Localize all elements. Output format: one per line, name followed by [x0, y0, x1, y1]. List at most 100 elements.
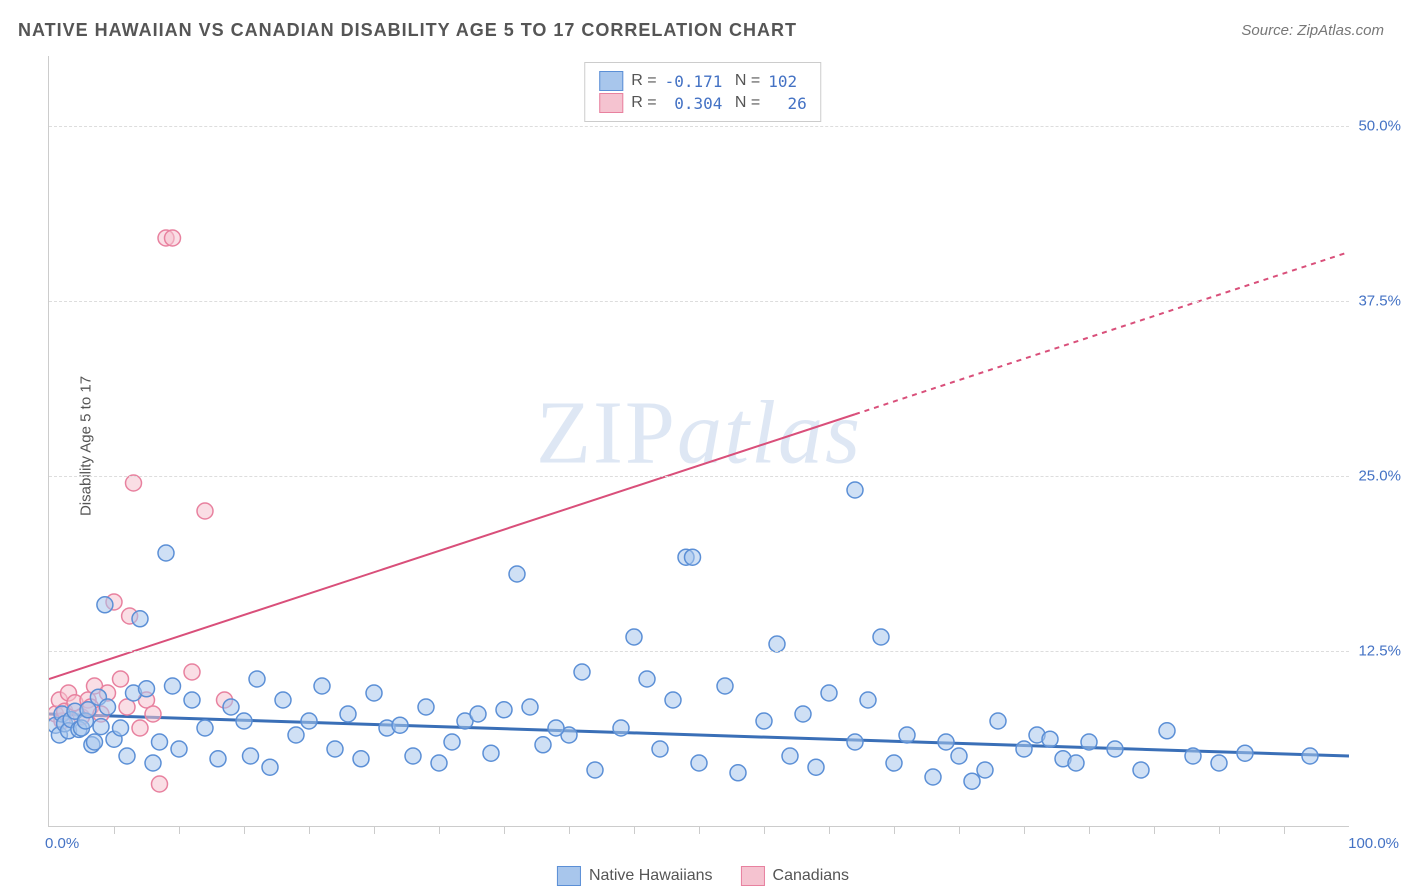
scatter-point: [113, 671, 129, 687]
scatter-point: [366, 685, 382, 701]
x-tick: [634, 826, 635, 834]
scatter-point: [301, 713, 317, 729]
x-tick: [1219, 826, 1220, 834]
scatter-point: [327, 741, 343, 757]
scatter-point: [126, 475, 142, 491]
y-tick-label: 37.5%: [1358, 293, 1401, 310]
x-tick: [829, 826, 830, 834]
scatter-point: [795, 706, 811, 722]
scatter-point: [639, 671, 655, 687]
legend-item-2: Canadians: [741, 866, 850, 886]
scatter-point: [353, 751, 369, 767]
scatter-point: [139, 681, 155, 697]
scatter-point: [1081, 734, 1097, 750]
x-tick: [374, 826, 375, 834]
x-axis-end-label: 100.0%: [1348, 835, 1399, 852]
scatter-point: [691, 755, 707, 771]
x-tick: [114, 826, 115, 834]
stats-legend: R = -0.171 N = 102 R = 0.304 N = 26: [584, 62, 821, 122]
plot-svg: [49, 56, 1349, 826]
x-tick: [504, 826, 505, 834]
scatter-point: [158, 545, 174, 561]
regression-line-dashed: [855, 252, 1349, 414]
scatter-point: [132, 720, 148, 736]
scatter-point: [165, 230, 181, 246]
n-value-2: 26: [768, 94, 807, 113]
x-tick: [1284, 826, 1285, 834]
scatter-point: [496, 702, 512, 718]
x-tick: [179, 826, 180, 834]
scatter-point: [405, 748, 421, 764]
legend-item-1: Native Hawaiians: [557, 866, 713, 886]
scatter-point: [444, 734, 460, 750]
x-axis-start-label: 0.0%: [45, 835, 79, 852]
scatter-point: [847, 482, 863, 498]
scatter-point: [730, 765, 746, 781]
scatter-point: [483, 745, 499, 761]
scatter-point: [509, 566, 525, 582]
scatter-point: [964, 773, 980, 789]
scatter-point: [197, 720, 213, 736]
scatter-point: [821, 685, 837, 701]
x-tick: [439, 826, 440, 834]
series-legend: Native Hawaiians Canadians: [557, 866, 849, 886]
scatter-point: [223, 699, 239, 715]
stats-row-2: R = 0.304 N = 26: [599, 93, 806, 113]
x-tick: [569, 826, 570, 834]
scatter-point: [652, 741, 668, 757]
scatter-point: [717, 678, 733, 694]
scatter-point: [145, 755, 161, 771]
scatter-point: [782, 748, 798, 764]
scatter-point: [990, 713, 1006, 729]
scatter-point: [100, 699, 116, 715]
r-label-1: R =: [631, 72, 656, 90]
scatter-point: [275, 692, 291, 708]
chart-title: NATIVE HAWAIIAN VS CANADIAN DISABILITY A…: [18, 20, 797, 41]
x-tick: [764, 826, 765, 834]
x-tick: [1089, 826, 1090, 834]
x-tick: [1154, 826, 1155, 834]
scatter-point: [977, 762, 993, 778]
scatter-point: [522, 699, 538, 715]
scatter-point: [184, 664, 200, 680]
gridline: [49, 301, 1349, 302]
x-tick: [1024, 826, 1025, 834]
legend-label-2: Canadians: [773, 867, 850, 885]
stats-swatch-2: [599, 93, 623, 113]
x-tick: [309, 826, 310, 834]
scatter-point: [314, 678, 330, 694]
scatter-point: [165, 678, 181, 694]
scatter-point: [951, 748, 967, 764]
scatter-point: [769, 636, 785, 652]
r-value-2: 0.304: [665, 94, 723, 113]
scatter-point: [197, 503, 213, 519]
scatter-point: [1042, 731, 1058, 747]
scatter-point: [418, 699, 434, 715]
scatter-point: [93, 719, 109, 735]
source-link[interactable]: ZipAtlas.com: [1297, 22, 1384, 39]
y-tick-label: 50.0%: [1358, 118, 1401, 135]
scatter-point: [113, 720, 129, 736]
legend-label-1: Native Hawaiians: [589, 867, 713, 885]
gridline: [49, 126, 1349, 127]
scatter-point: [548, 720, 564, 736]
scatter-point: [1107, 741, 1123, 757]
scatter-point: [236, 713, 252, 729]
scatter-point: [1237, 745, 1253, 761]
scatter-point: [340, 706, 356, 722]
scatter-point: [685, 549, 701, 565]
scatter-point: [938, 734, 954, 750]
scatter-point: [119, 748, 135, 764]
scatter-point: [756, 713, 772, 729]
scatter-point: [1016, 741, 1032, 757]
scatter-point: [87, 734, 103, 750]
scatter-point: [665, 692, 681, 708]
scatter-point: [97, 597, 113, 613]
scatter-point: [1159, 723, 1175, 739]
scatter-point: [184, 692, 200, 708]
scatter-point: [1068, 755, 1084, 771]
legend-swatch-2: [741, 866, 765, 886]
n-value-1: 102: [768, 72, 797, 91]
scatter-point: [431, 755, 447, 771]
scatter-point: [1302, 748, 1318, 764]
